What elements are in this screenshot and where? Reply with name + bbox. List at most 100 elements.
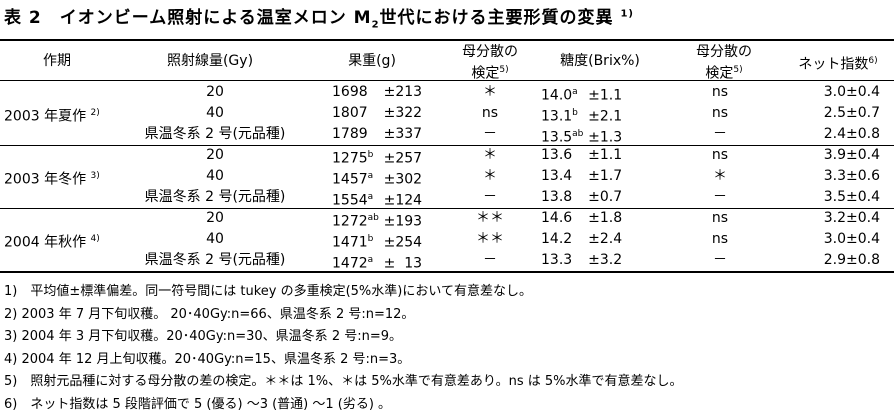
brix-sd: ±0.7 (588, 189, 623, 205)
weight-mean: 1272 (332, 213, 368, 230)
brix-sd: ±1.8 (588, 210, 623, 226)
brix-sd: ±1.7 (588, 168, 623, 184)
var-test-2-cell: － (713, 189, 727, 205)
footnote: 1) 平均値±標準偏差。同一符号間には tukey の多重検定(5%水準)におい… (4, 284, 532, 299)
dose-cell: 20 (206, 84, 224, 100)
title-text-2: 世代における主要形質の変異 (379, 8, 614, 28)
weight-mean: 1698 (332, 84, 368, 100)
header-season: 作期 (43, 53, 71, 69)
net-index-cell: 3.5±0.4 (823, 189, 880, 205)
brix-sd: ±1.1 (588, 147, 623, 163)
title-note-ref: 1) (620, 8, 634, 20)
weight-cell: 1472a ± 13 (332, 250, 422, 275)
footnote: 6) ネット指数は 5 段階評価で 5 (優る) ～3 (普通) ～1 (劣る)… (4, 396, 392, 412)
var-test-1-cell: ＊＊ (476, 210, 504, 226)
season-ref: 4) (90, 234, 100, 244)
net-index-cell: 2.5±0.7 (823, 105, 880, 121)
header-weight: 果重(g) (348, 53, 396, 69)
brix-cell: 13.8 ±0.7 (541, 187, 622, 208)
header-var-test-1: 母分散の 検定5) (462, 43, 518, 83)
weight-sd: ±302 (383, 171, 423, 188)
season-label: 2003 年夏作 2) (4, 103, 100, 128)
var-test-1-cell: ＊ (483, 147, 497, 163)
header-net-label: ネット指数 (798, 56, 869, 73)
footnote: 2) 2003 年 7 月下旬収穫。 20･40Gy:n=66、県温冬系 2 号… (4, 306, 415, 322)
dose-cell: 20 (206, 210, 224, 226)
weight-sd: ±193 (383, 213, 423, 230)
title-text: 表 2 イオンビーム照射による温室メロン M (4, 8, 372, 28)
brix-cell: 13.6 ±1.1 (541, 145, 622, 166)
season-text: 2003 年夏作 (4, 108, 87, 125)
var-test-1-cell: ＊ (483, 84, 497, 100)
weight-letter: a (367, 171, 374, 181)
weight-sd: ±322 (383, 105, 423, 121)
dose-cell: 40 (206, 105, 224, 121)
weight-sd: ±124 (383, 192, 423, 209)
net-index-cell: 3.3±0.6 (823, 168, 880, 184)
dose-cell: 40 (206, 231, 224, 247)
brix-sd: ±1.3 (588, 129, 623, 146)
table-row: 20 1275b ±257 ＊ 13.6 ±1.1 ns 3.9±0.4 (0, 145, 894, 167)
weight-letter: b (367, 234, 374, 244)
header-ref: 5) (733, 65, 743, 75)
brix-mean: 14.0 (541, 87, 573, 104)
weight-letter: ab (367, 213, 379, 223)
weight-cell: 1698 ±213 (332, 82, 422, 103)
var-test-1-cell: － (483, 189, 497, 205)
net-index-cell: 2.9±0.8 (823, 252, 880, 268)
table-row: 20 1698 ±213 ＊ 14.0a ±1.1 ns 3.0±0.4 (0, 82, 894, 104)
season-text: 2004 年秋作 (4, 234, 87, 251)
brix-sd: ±3.2 (588, 252, 623, 268)
dose-cell: 県温冬系 2 号(元品種) (144, 126, 286, 142)
brix-mean: 13.5 (541, 129, 573, 146)
var-test-2-cell: ns (711, 210, 729, 226)
var-test-1-cell: ＊＊ (476, 231, 504, 247)
table-title: 表 2 イオンビーム照射による温室メロン M2世代における主要形質の変異 1) (4, 3, 634, 30)
brix-cell: 14.2 ±2.4 (541, 229, 622, 250)
footnote: 5) 照射元品種に対する母分散の差の検定。＊＊は 1%、＊は 5%水準で有意差あ… (4, 374, 683, 389)
header-line: 母分散の (462, 44, 518, 60)
brix-mean: 14.6 (541, 210, 573, 226)
dose-cell: 県温冬系 2 号(元品種) (144, 189, 286, 205)
weight-sd: ±213 (383, 84, 423, 100)
table-row: 40 1457a ±302 ＊ 13.4 ±1.7 ＊ 3.3±0.6 (0, 166, 894, 188)
weight-cell: 1554a ±124 (332, 187, 422, 212)
brix-letter: b (572, 108, 578, 118)
weight-mean: 1807 (332, 105, 368, 121)
table-row: 県温冬系 2 号(元品種) 1789 ±337 － 13.5ab ±1.3 － 2.… (0, 124, 894, 146)
weight-sd: ±254 (383, 234, 423, 251)
brix-cell: 13.3 ±3.2 (541, 250, 622, 271)
weight-cell: 1272ab ±193 (332, 208, 422, 233)
season-ref: 3) (90, 171, 100, 181)
footnote: 3) 2004 年 3 月下旬収穫。20･40Gy:n=30、県温冬系 2 号:… (4, 329, 403, 344)
dose-cell: 県温冬系 2 号(元品種) (144, 252, 286, 268)
var-test-1-cell: ns (481, 105, 499, 121)
var-test-2-cell: － (713, 252, 727, 268)
var-test-1-cell: － (483, 126, 497, 142)
dose-cell: 40 (206, 168, 224, 184)
weight-mean: 1554 (332, 192, 368, 209)
table-row: 県温冬系 2 号(元品種) 1472a ± 13 － 13.3 ±3.2 － 2.9… (0, 250, 894, 272)
brix-mean: 14.2 (541, 231, 573, 247)
brix-sd: ±1.1 (588, 87, 623, 104)
header-rule (0, 80, 894, 81)
weight-mean: 1472 (332, 255, 368, 272)
var-test-2-cell: ns (711, 147, 729, 163)
brix-cell: 13.5ab ±1.3 (541, 124, 622, 149)
net-index-cell: 3.2±0.4 (823, 210, 880, 226)
group-rule (0, 208, 894, 209)
table-row: 20 1272ab ±193 ＊＊ 14.6 ±1.8 ns 3.2±0.4 (0, 208, 894, 230)
weight-cell: 1471b ±254 (332, 229, 422, 254)
weight-sd: ±337 (383, 126, 423, 142)
weight-letter: b (367, 150, 374, 160)
weight-cell: 1275b ±257 (332, 145, 422, 170)
var-test-2-cell: ns (711, 231, 729, 247)
brix-sd: ±2.1 (588, 108, 623, 125)
header-line: 検定 (471, 65, 500, 82)
var-test-2-cell: ns (711, 84, 729, 100)
table-row: 40 1471b ±254 ＊＊ 14.2 ±2.4 ns 3.0±0.4 (0, 229, 894, 251)
brix-mean: 13.8 (541, 189, 573, 205)
header-line: 母分散の (696, 44, 752, 60)
var-test-1-cell: － (483, 252, 497, 268)
brix-mean: 13.4 (541, 168, 573, 184)
